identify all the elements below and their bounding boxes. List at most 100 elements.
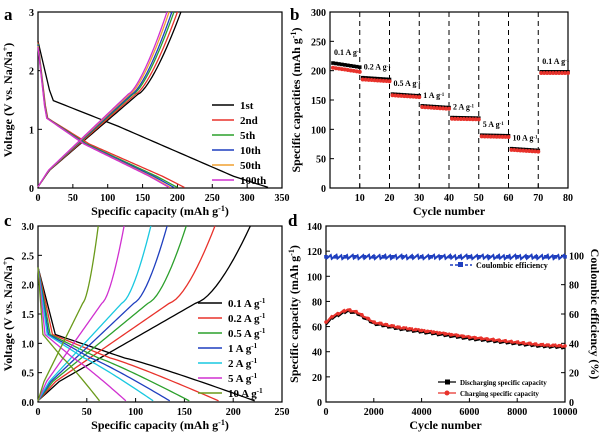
panel-b-discharge-point	[536, 149, 541, 154]
panel-b-charge-point	[354, 64, 359, 69]
panel-a-xlabel: Specific capacity (mAh g-1)	[91, 204, 229, 219]
panel-b-rate-label-part-1: -1	[416, 81, 421, 86]
panel-b-discharge-point	[560, 71, 565, 76]
panel-b-charge-point	[352, 64, 356, 69]
panel-b-charge-point	[349, 63, 353, 68]
panel-d-ytick-right-label: 40	[569, 339, 579, 350]
panel-c-ylabel-part-1: +	[1, 260, 10, 265]
panel-b-rate-label-part-0: 0.5 A g	[393, 79, 416, 88]
panel-b-discharge-point	[542, 71, 547, 76]
panel-b-rate-label-part-1: -1	[565, 58, 570, 63]
panel-d-coulombic-point	[438, 255, 443, 259]
panel-c-xtick-label: 50	[82, 407, 92, 418]
panel-b-rate-label-part-0: 2 A g	[453, 103, 470, 112]
panel-d-charge-point	[431, 330, 436, 334]
panel-b-discharge-point	[509, 147, 514, 152]
panel-c-charge-curve	[37, 225, 152, 402]
panel-b-discharge-point	[417, 95, 422, 100]
panel-a-ytick-label: 2	[29, 67, 34, 78]
panel-b-discharge-point	[423, 105, 428, 110]
panel-d-charge-point	[557, 343, 561, 348]
panel-b-discharge-point	[524, 148, 529, 153]
panel-b-rate-label-part-1: -1	[440, 92, 445, 97]
panel-b-discharge-point	[518, 148, 523, 153]
panel-b-discharge-point	[330, 65, 335, 70]
panel-b-discharge-point	[408, 94, 413, 99]
panel-d-xtick-label: 8000	[507, 407, 527, 418]
panel-b-discharge-point	[548, 71, 553, 76]
panel-b-rate-label: 0.1 A g-1	[542, 57, 570, 66]
panel-d-legend-marker	[444, 390, 450, 396]
panel-b-discharge-point	[414, 94, 419, 99]
panel-d-charge-point	[485, 337, 490, 341]
panel-a-discharge-100th	[37, 47, 170, 188]
panel-b-discharge-point	[506, 134, 511, 139]
panel-c-legend-label-part-1: -1	[251, 342, 257, 350]
panel-d-charge-point	[515, 340, 519, 344]
panel-d-charge-point	[545, 343, 549, 347]
panel-c-charge-curve	[37, 225, 125, 402]
panel-a-xtick-label: 200	[170, 193, 185, 204]
panel-b-discharge-point	[563, 71, 568, 76]
panel-b-discharge-point	[396, 93, 401, 98]
panel-b-discharge-point	[381, 78, 386, 83]
panel-c-xtick-label: 250	[275, 407, 290, 418]
panel-c-charge-curve	[37, 225, 99, 402]
panel-a-ytick-label: 1	[29, 125, 34, 136]
panel-a-xtick-label: 150	[135, 193, 150, 204]
panel-b-discharge-point	[399, 93, 404, 98]
panel-b-discharge-point	[482, 134, 487, 139]
panel-c-xlabel: Specific capacity (mAh g-1)	[91, 418, 229, 433]
panel-b-xtick-label: 30	[414, 193, 424, 204]
panel-d-ytick-right-label: 60	[569, 310, 579, 321]
panel-b-xtick-label: 80	[563, 193, 573, 204]
panel-b-rate-label: 0.2 A g-1	[364, 63, 392, 72]
panel-d-legend-ce-marker	[458, 262, 463, 267]
panel-c-charge-curve	[37, 225, 251, 402]
panel-d-charge-point	[383, 322, 388, 327]
panel-d-ylabel-part-1: -1	[287, 249, 296, 256]
panel-b-discharge-point	[405, 94, 410, 99]
panel-b-discharge-point	[551, 71, 556, 76]
panel-b-discharge-point	[476, 117, 481, 122]
panel-a-xtick-label: 50	[68, 193, 78, 204]
panel-a-xtick-label: 250	[205, 193, 220, 204]
panel-d-charge-point	[389, 324, 394, 328]
panel-b-discharge-point	[438, 106, 443, 111]
panel-d-coulombic-point	[486, 255, 491, 259]
panel-d-ytick-label: 20	[312, 373, 322, 384]
panel-b-xtick-label: 20	[385, 193, 395, 204]
panel-c-ylabel: Voltage (V vs. Na/Na+)	[1, 257, 16, 372]
panel-c-xtick-label: 150	[177, 407, 192, 418]
panel-a-xtick-label: 350	[275, 193, 290, 204]
panel-d-legend-marker	[445, 379, 450, 385]
panel-d-charge-point	[324, 320, 328, 324]
panel-b-discharge-point	[566, 71, 570, 76]
panel-b-discharge-point	[533, 149, 538, 154]
panel-b-discharge-point	[497, 134, 502, 139]
panel-d-coulombic-point	[448, 255, 453, 259]
panel-b-charge-point	[346, 63, 350, 68]
panel-c-legend-label: 10 A g-1	[228, 387, 263, 400]
panel-b-discharge-point	[444, 106, 449, 111]
panel-b-discharge-point	[503, 134, 508, 139]
panel-b-discharge-point	[521, 148, 526, 153]
panel-b-discharge-point	[387, 79, 392, 84]
panel-d-charge-point	[449, 332, 454, 337]
panel-d-ytick-label: 40	[312, 348, 322, 359]
panel-b-rate-label: 0.1 A g-1	[334, 48, 362, 57]
panel-letter-b: b	[290, 5, 299, 24]
panel-b-discharge-point	[479, 134, 484, 139]
panel-b: 10 20 30 40 50 60 70 80 0 50 100 150 200 250 300 Cycle …	[289, 8, 574, 218]
panel-a-xtick-label: 100	[100, 193, 115, 204]
panel-b-rate-label: 5 A g-1	[483, 120, 505, 129]
panel-d-charge-point	[443, 331, 448, 336]
panel-d-coulombic-point	[477, 255, 481, 259]
panel-b-ytick-label: 100	[311, 125, 326, 136]
panel-d-coulombic-point	[534, 255, 539, 259]
panel-c-discharge-curve	[37, 266, 154, 402]
panel-b-discharge-point	[545, 71, 550, 76]
panel-b-discharge-point	[336, 66, 341, 71]
panel-d-ytick-label: 0	[317, 398, 322, 409]
panel-b-xtick-label: 40	[444, 193, 454, 204]
